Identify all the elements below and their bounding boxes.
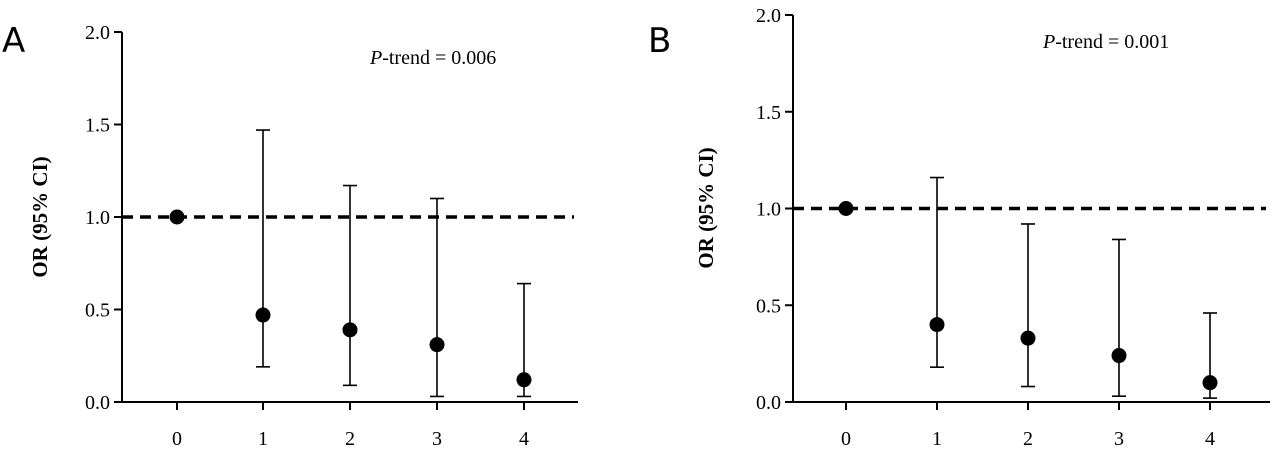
x-tick-label: 4 [519, 428, 529, 450]
x-tick-label: 0 [841, 428, 851, 450]
data-point [342, 322, 358, 338]
data-point [838, 201, 854, 216]
x-tick-label: 4 [1205, 428, 1215, 450]
x-tick-label: 1 [258, 428, 268, 450]
y-tick-label: 0.0 [756, 392, 781, 414]
y-tick-label: 2.0 [756, 5, 781, 27]
y-axis-title: OR (95% CI) [28, 156, 52, 277]
p-trend-annotation: P-trend = 0.001 [1042, 31, 1169, 53]
data-point [255, 307, 271, 323]
data-point [1202, 375, 1218, 391]
y-tick-label: 0.5 [756, 295, 781, 317]
panel-letter: B [648, 21, 671, 61]
y-tick-label: 0.5 [85, 300, 110, 322]
data-point [929, 317, 945, 333]
panel-letter: A [2, 21, 25, 61]
p-trend-italic: P [369, 47, 382, 69]
panel-b: B 0.0 0.5 1.0 1.5 2.0 0 1 2 3 4 OR (95% CI) P-trend … [648, 5, 1270, 450]
y-axis-title: OR (95% CI) [694, 147, 718, 268]
y-tick-label: 1.5 [756, 102, 781, 124]
x-tick-label: 1 [932, 428, 942, 450]
x-tick-label: 3 [1114, 428, 1124, 450]
data-point [1111, 348, 1127, 364]
p-trend-annotation: P-trend = 0.006 [369, 47, 496, 69]
y-tick-label: 1.5 [85, 115, 110, 137]
data-point [1020, 330, 1036, 346]
p-trend-text: -trend = 0.001 [1055, 31, 1169, 53]
panel-a: A 0.0 0.5 1.0 1.5 2.0 0 1 2 3 4 OR (95% CI) P-trend … [2, 21, 578, 450]
y-tick-label: 2.0 [85, 22, 110, 44]
p-trend-text: -trend = 0.006 [382, 47, 496, 69]
data-point [169, 209, 185, 225]
x-tick-label: 0 [172, 428, 182, 450]
y-tick-label: 0.0 [85, 392, 110, 414]
p-trend-italic: P [1042, 31, 1055, 53]
x-tick-label: 2 [1023, 428, 1033, 450]
data-point [516, 372, 532, 388]
y-tick-label: 1.0 [85, 207, 110, 229]
x-tick-label: 2 [345, 428, 355, 450]
data-point [429, 337, 445, 353]
x-tick-label: 3 [432, 428, 442, 450]
y-tick-label: 1.0 [756, 199, 781, 221]
